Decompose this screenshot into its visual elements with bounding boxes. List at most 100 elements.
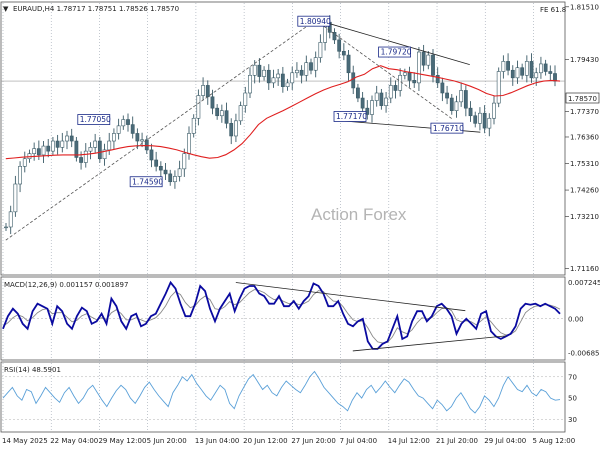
candle [112, 128, 116, 150]
candle-body [417, 51, 421, 84]
candle-body [74, 140, 79, 158]
candle-body [473, 115, 478, 124]
candle [248, 67, 252, 99]
candle-body [346, 54, 351, 74]
candle [285, 78, 290, 91]
y-tick-label: 1.74260 [570, 187, 599, 195]
fe-label: FE 61.8 [540, 6, 566, 14]
y-tick-label: 1.76360 [570, 133, 599, 141]
candle-body [435, 74, 440, 84]
candle [421, 44, 426, 72]
candle [482, 105, 487, 134]
candle [22, 151, 27, 173]
candle-body [393, 85, 398, 91]
candle [304, 55, 309, 82]
candle-body [32, 148, 37, 154]
candle-body [121, 119, 126, 127]
candle-body [492, 102, 496, 119]
candle [407, 66, 412, 88]
candle-body [398, 74, 403, 91]
candle [337, 33, 342, 59]
menu-arrow-icon[interactable]: ▼ [3, 5, 9, 13]
price-annotation: 1.77050 [77, 114, 111, 125]
candle [130, 116, 135, 139]
candle-body [252, 64, 257, 76]
candle-body [529, 61, 534, 79]
rsi-tick-label: 30 [568, 416, 577, 424]
candle-body [205, 85, 210, 98]
candle-body [553, 73, 557, 82]
macd-tick-label: -0.006856 [568, 350, 600, 358]
candle-body [370, 100, 374, 115]
candle [473, 111, 478, 128]
candle [290, 66, 295, 90]
annotation-label: 1.80940 [300, 17, 331, 26]
candle-body [459, 90, 464, 103]
candle [215, 104, 220, 120]
candle-body [356, 87, 360, 99]
y-tick-label: 1.73210 [570, 213, 599, 221]
candle [492, 96, 496, 125]
candle [32, 142, 37, 161]
y-tick-label: 1.81510 [570, 3, 599, 11]
price-annotation: 1.80940 [297, 15, 331, 27]
candle [257, 58, 262, 83]
candle-body [88, 147, 93, 152]
x-tick-label: 22 May 04:00 [50, 437, 98, 445]
rsi-panel[interactable] [0, 361, 566, 433]
candle-body [478, 112, 482, 124]
candle-body [97, 140, 102, 160]
candle-body [332, 32, 337, 41]
candle-body [140, 139, 144, 142]
candle [163, 163, 168, 180]
macd-tick-label: 0.007245 [568, 279, 600, 287]
candle [384, 91, 388, 113]
candle-body [65, 135, 69, 142]
y-tick-label: 1.71160 [570, 265, 599, 273]
x-tick-label: 14 Jul 12:00 [388, 437, 430, 445]
candle [168, 169, 173, 186]
candle [393, 80, 398, 99]
candle [238, 101, 243, 125]
trendline [315, 19, 454, 120]
candle-body [18, 166, 22, 185]
candle [266, 64, 271, 90]
candle [46, 139, 51, 158]
candle [229, 118, 234, 145]
x-tick-label: 27 Jun 20:00 [291, 437, 335, 445]
candle [154, 151, 159, 172]
candle-body [248, 74, 252, 94]
annotation-label: 1.76710 [433, 124, 464, 133]
x-tick-label: 7 Jul 04:00 [340, 437, 378, 445]
price-plot: 1.80940 1.79720 1.77170 1.76710 1.77050 1.745… [1, 15, 565, 241]
macd-line [2, 280, 561, 350]
candle-body [55, 140, 60, 148]
candle-body [102, 149, 107, 160]
candle [177, 160, 182, 182]
candle [252, 60, 257, 84]
candle-body [191, 117, 196, 134]
candle [280, 66, 285, 93]
candle-body [534, 72, 539, 79]
candle-body [384, 97, 388, 106]
annotation-label: 1.77050 [80, 115, 111, 124]
candle-body [290, 72, 295, 84]
candle-body [360, 97, 365, 109]
candle [182, 148, 187, 177]
candle-body [224, 110, 229, 124]
x-tick-label: 5 Aug 12:00 [532, 437, 575, 445]
candle-body [313, 57, 318, 71]
candle-body [93, 140, 98, 148]
candle [102, 143, 107, 166]
candle [374, 85, 379, 107]
candle-body [130, 124, 135, 134]
candle-body [506, 61, 510, 71]
candle-body [440, 82, 445, 94]
candle-body [229, 123, 234, 137]
candle-body [182, 153, 187, 170]
candle [515, 60, 520, 84]
candle-body [510, 69, 515, 79]
candle-body [158, 166, 163, 171]
candle-body [496, 71, 501, 104]
moving-average-line [5, 65, 561, 160]
